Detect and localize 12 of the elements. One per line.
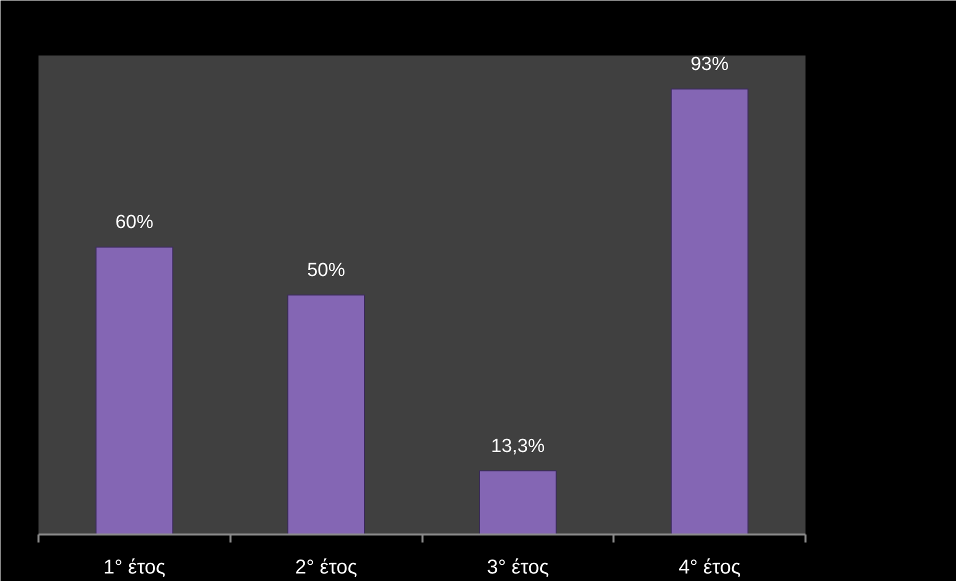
data-label: 93%	[690, 54, 729, 76]
x-tick-label: 1° έτος	[103, 556, 166, 578]
data-label: 60%	[115, 212, 154, 234]
data-label: 13,3%	[490, 436, 545, 457]
x-tick-label: 3° έτος	[486, 556, 550, 578]
bar	[287, 294, 365, 534]
bar	[479, 470, 557, 534]
x-tick-label: 4° έτος	[678, 556, 741, 578]
bar	[670, 88, 748, 534]
data-label: 50%	[307, 260, 346, 281]
bar	[96, 246, 174, 534]
x-tick-label: 2° έτος	[295, 556, 358, 578]
